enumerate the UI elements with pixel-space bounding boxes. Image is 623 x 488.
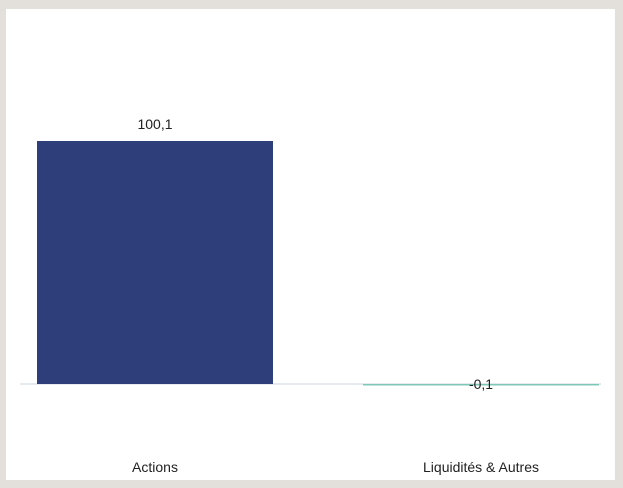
value-label-1: 100,1 [137, 116, 172, 132]
value-label-2: -0,1 [469, 376, 493, 392]
category-label-1: Actions [132, 459, 178, 475]
bar-chart: 100,1 Actions -0,1 Liquidités & Autres [20, 116, 601, 475]
chart-panel: 100,1 Actions -0,1 Liquidités & Autres [6, 9, 615, 480]
bar-2 [363, 384, 599, 386]
bar-1 [37, 141, 273, 384]
category-label-2: Liquidités & Autres [423, 459, 539, 475]
